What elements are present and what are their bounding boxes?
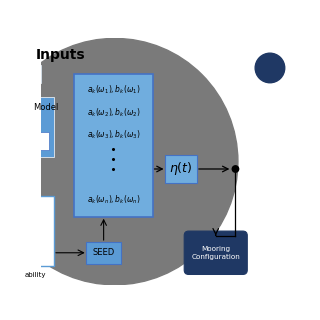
Text: Inputs: Inputs (36, 48, 85, 62)
Text: ability: ability (25, 273, 47, 278)
FancyBboxPatch shape (16, 97, 54, 157)
FancyBboxPatch shape (165, 156, 197, 182)
Text: $a_k(\omega_1), b_k(\omega_1)$: $a_k(\omega_1), b_k(\omega_1)$ (87, 84, 140, 96)
Circle shape (255, 53, 285, 83)
Text: SEED: SEED (92, 248, 115, 257)
Circle shape (0, 38, 238, 285)
Text: $a_k(\omega_2), b_k(\omega_2)$: $a_k(\omega_2), b_k(\omega_2)$ (87, 106, 140, 119)
FancyBboxPatch shape (184, 231, 247, 275)
FancyBboxPatch shape (74, 74, 153, 217)
Text: Mooring
Configuration: Mooring Configuration (191, 246, 240, 260)
FancyBboxPatch shape (86, 242, 121, 264)
Text: Model: Model (33, 103, 59, 112)
Circle shape (232, 166, 239, 172)
Text: $a_k(\omega_3), b_k(\omega_3)$: $a_k(\omega_3), b_k(\omega_3)$ (87, 128, 140, 141)
Text: $a_k(\omega_n), b_k(\omega_n)$: $a_k(\omega_n), b_k(\omega_n)$ (87, 194, 140, 206)
FancyBboxPatch shape (16, 196, 54, 266)
FancyBboxPatch shape (23, 132, 49, 150)
FancyBboxPatch shape (20, 65, 41, 83)
Text: $\eta(t)$: $\eta(t)$ (170, 161, 193, 178)
